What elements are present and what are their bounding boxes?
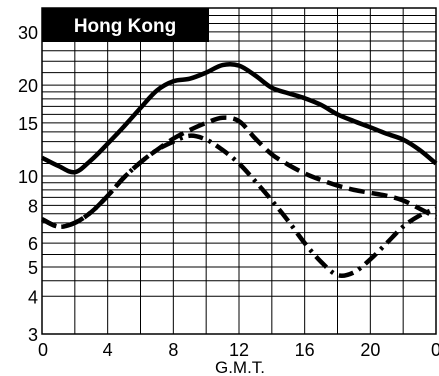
series-line-dash-dot (40, 133, 437, 279)
title-box (42, 8, 209, 42)
x-tick-label: 4 (103, 340, 113, 360)
x-axis-tick-labels: 0 4 8 12 16 20 0 (38, 340, 439, 360)
y-tick-label: 8 (28, 196, 38, 216)
chart-title: Hong Kong (74, 16, 176, 37)
series-layer (40, 62, 438, 279)
y-tick-label: 30 (18, 23, 38, 43)
x-tick-label: 16 (295, 340, 315, 360)
x-tick-label: 0 (38, 340, 48, 360)
plot-frame (41, 7, 437, 335)
x-tick-label: 12 (229, 340, 249, 360)
y-tick-label: 20 (18, 76, 38, 96)
y-tick-label: 4 (28, 287, 38, 307)
x-tick-label: 8 (168, 340, 178, 360)
y-axis-tick-labels: 3 4 5 6 8 10 15 20 30 (18, 23, 38, 345)
y-tick-label: 6 (28, 234, 38, 254)
y-tick-label: 10 (18, 167, 38, 187)
series-line-solid (40, 62, 438, 175)
x-tick-label: 20 (360, 340, 380, 360)
y-tick-label: 5 (28, 258, 38, 278)
x-axis-label: G.M.T. (215, 358, 265, 376)
series-line-dashed (40, 115, 438, 230)
y-tick-label: 15 (18, 114, 38, 134)
grid (42, 8, 436, 334)
y-tick-label: 3 (28, 325, 38, 345)
x-tick-label: 0 (431, 340, 439, 360)
